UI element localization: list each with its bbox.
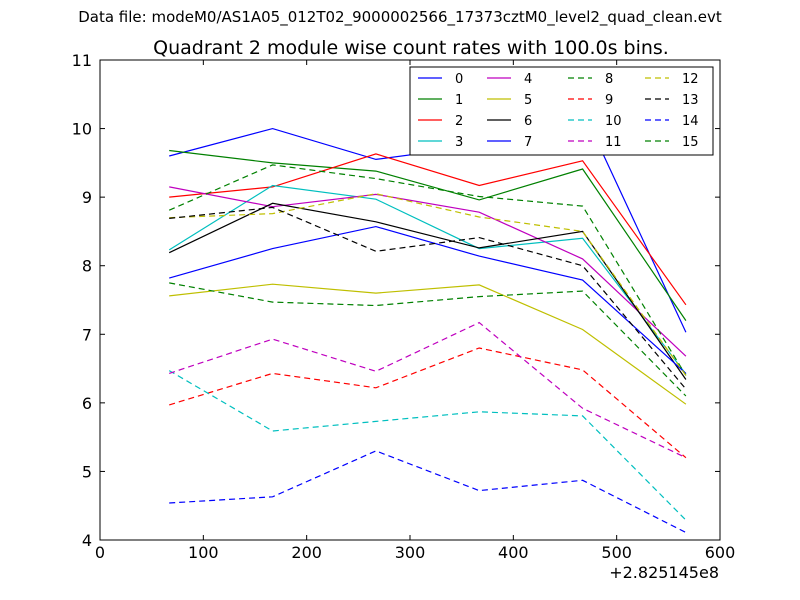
series-line-2 <box>169 153 687 306</box>
x-tick-label: 0 <box>95 543 105 562</box>
legend-label: 13 <box>682 93 699 108</box>
legend-label: 8 <box>605 72 613 87</box>
series-line-1 <box>169 149 687 321</box>
y-tick-label: 11 <box>72 51 92 70</box>
series-line-14 <box>169 450 687 534</box>
series-line-9 <box>169 347 687 459</box>
legend-label: 4 <box>524 72 532 87</box>
y-tick-label: 10 <box>72 120 92 139</box>
legend-label: 9 <box>605 93 613 108</box>
series-line-4 <box>169 186 687 357</box>
legend-label: 0 <box>455 72 463 87</box>
suptitle: Data file: modeM0/AS1A05_012T02_90000025… <box>78 8 722 26</box>
legend-label: 7 <box>524 135 532 150</box>
series-line-12 <box>169 193 687 376</box>
x-tick-label: 600 <box>705 543 736 562</box>
legend-label: 12 <box>682 72 699 87</box>
series-lines <box>168 109 687 534</box>
series-line-8 <box>168 164 687 376</box>
legend-label: 5 <box>524 93 532 108</box>
legend-label: 2 <box>455 114 463 129</box>
series-line-10 <box>168 370 687 521</box>
legend-label: 11 <box>605 135 622 150</box>
y-tick-label: 5 <box>82 462 92 481</box>
x-offset-label: +2.825145e8 <box>609 563 719 582</box>
x-tick-label: 100 <box>188 543 219 562</box>
x-tick-label: 400 <box>498 543 529 562</box>
legend-label: 3 <box>455 135 463 150</box>
series-line-15 <box>169 282 687 397</box>
y-tick-label: 8 <box>82 257 92 276</box>
legend-label: 14 <box>682 114 699 129</box>
legend-label: 10 <box>605 114 622 129</box>
chart-title: Quadrant 2 module wise count rates with … <box>153 37 669 59</box>
y-tick-label: 9 <box>82 188 92 207</box>
legend-box <box>409 66 714 156</box>
series-line-6 <box>168 202 687 380</box>
series-line-13 <box>169 206 687 390</box>
legend-label: 1 <box>455 93 463 108</box>
series-line-3 <box>168 184 687 375</box>
series-line-5 <box>169 283 687 405</box>
y-tick-label: 7 <box>82 325 92 344</box>
series-line-7 <box>169 225 687 374</box>
y-tick-label: 4 <box>82 531 92 550</box>
legend-label: 6 <box>524 114 532 129</box>
x-tick-label: 500 <box>601 543 632 562</box>
x-tick-label: 300 <box>395 543 426 562</box>
series-line-11 <box>169 321 687 459</box>
legend-label: 15 <box>682 135 699 150</box>
x-tick-label: 200 <box>291 543 322 562</box>
y-tick-label: 6 <box>82 394 92 413</box>
